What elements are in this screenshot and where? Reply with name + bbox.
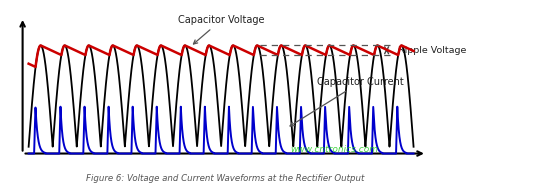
Text: Capacitor Current: Capacitor Current	[290, 77, 404, 126]
Text: Capacitor Voltage: Capacitor Voltage	[178, 15, 264, 44]
Text: Ripple Voltage: Ripple Voltage	[398, 46, 467, 55]
Text: Figure 6: Voltage and Current Waveforms at the Rectifier Output: Figure 6: Voltage and Current Waveforms …	[86, 174, 364, 183]
Text: www.cntronics.com: www.cntronics.com	[291, 145, 378, 154]
